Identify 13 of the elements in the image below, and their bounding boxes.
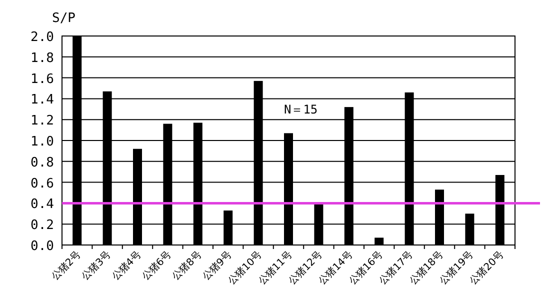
y-tick-label: 1.6 bbox=[30, 72, 54, 87]
y-tick-label: 0.6 bbox=[30, 176, 54, 192]
y-tick-label: 1.8 bbox=[30, 50, 54, 66]
y-tick-label: 1.0 bbox=[30, 134, 54, 150]
y-tick-label: 2.0 bbox=[30, 30, 54, 45]
y-tick-label: 0.2 bbox=[30, 218, 54, 234]
y-tick-label: 0.8 bbox=[30, 155, 54, 170]
y-tick-label: 1.4 bbox=[30, 92, 54, 108]
y-axis-title: S/P bbox=[52, 11, 76, 26]
annotation: N＝15 bbox=[284, 102, 318, 116]
y-tick-label: 0.0 bbox=[30, 239, 54, 254]
y-tick-label: 1.2 bbox=[30, 114, 54, 129]
y-tick-label: 0.4 bbox=[30, 197, 54, 212]
